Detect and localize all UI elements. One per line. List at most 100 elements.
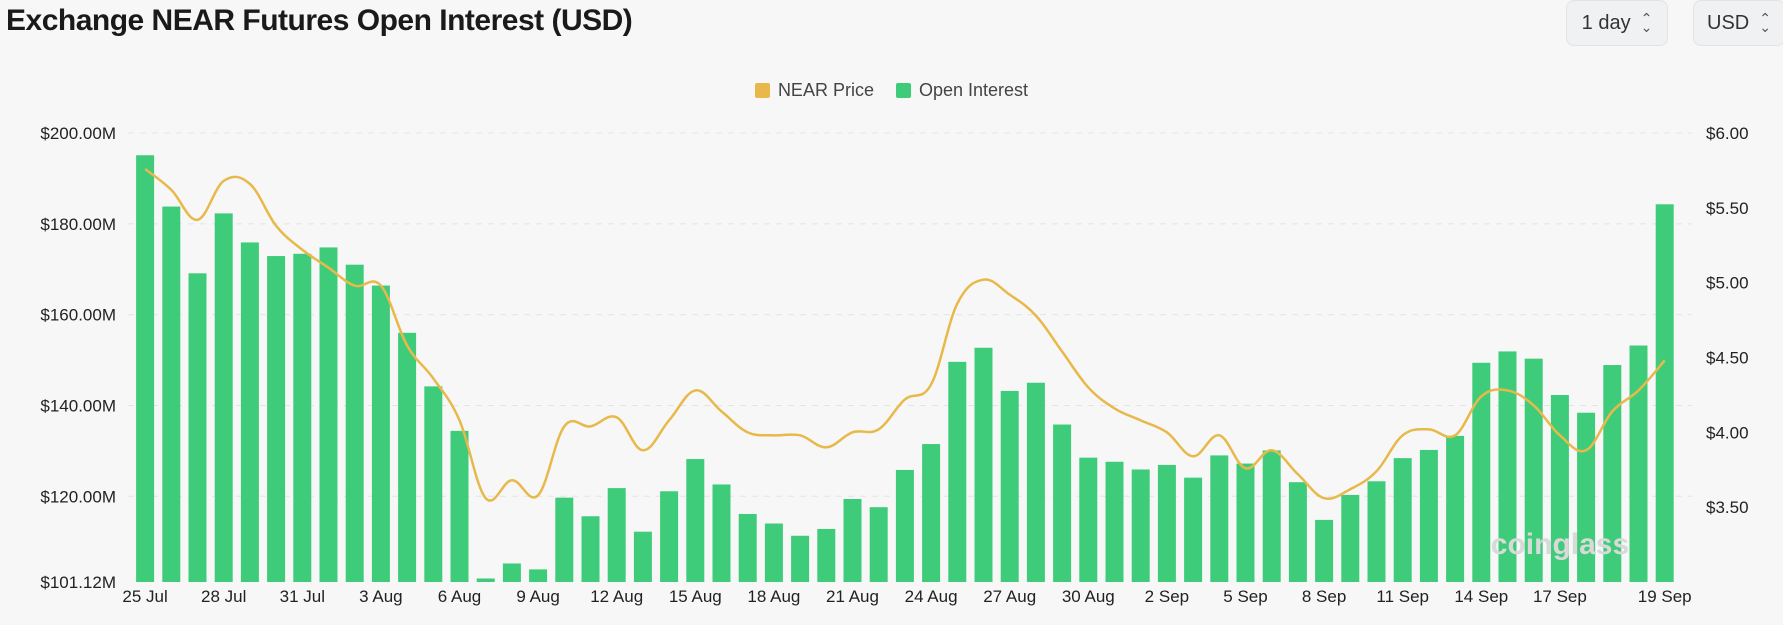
legend-swatch-open-interest	[895, 83, 911, 98]
x-tick-label: 31 Jul	[280, 587, 325, 606]
open-interest-bar	[345, 264, 364, 582]
watermark: coinglass	[1491, 528, 1629, 561]
legend-label-price: NEAR Price	[777, 80, 874, 100]
open-interest-bar	[398, 332, 417, 582]
open-interest-bar	[267, 256, 286, 582]
open-interest-bar	[293, 253, 312, 583]
x-tick-label: 3 Aug	[359, 587, 403, 606]
open-interest-bar	[1000, 390, 1019, 582]
open-interest-bar	[1655, 204, 1674, 583]
y-left-tick-label: $200.00M	[40, 124, 116, 143]
open-interest-bar	[555, 497, 574, 582]
x-tick-label: 28 Jul	[201, 587, 246, 606]
y-left-tick-label: $140.00M	[40, 396, 116, 415]
open-interest-bar	[371, 285, 390, 582]
x-tick-label: 11 Sep	[1376, 587, 1429, 606]
open-interest-bar	[895, 469, 914, 582]
open-interest-bar	[1629, 345, 1648, 582]
open-interest-bar	[764, 523, 783, 582]
open-interest-bar	[136, 155, 155, 583]
y-axis-left: $200.00M $180.00M $160.00M $140.00M $120.00M…	[40, 124, 116, 592]
y-axis-right: $6.00 $5.50 $5.00 $4.50 $4.00 $3.50	[1706, 124, 1749, 517]
open-interest-bar	[450, 430, 469, 582]
x-tick-label: 8 Sep	[1302, 587, 1346, 606]
open-interest-bar	[1446, 435, 1465, 582]
open-interest-bar	[1236, 463, 1255, 582]
x-tick-label: 6 Aug	[438, 587, 482, 606]
y-left-tick-label: $160.00M	[40, 306, 116, 325]
open-interest-bar	[1079, 457, 1098, 582]
x-tick-label: 15 Aug	[669, 587, 722, 606]
open-interest-bar	[1524, 358, 1543, 582]
open-interest-bar	[817, 528, 836, 582]
x-tick-label: 19 Sep	[1638, 587, 1692, 606]
open-interest-bar	[1157, 464, 1176, 582]
open-interest-bar	[529, 569, 548, 582]
x-tick-label: 9 Aug	[516, 587, 560, 606]
open-interest-bar	[502, 563, 521, 582]
open-interest-bar	[1105, 461, 1124, 582]
x-tick-label: 12 Aug	[590, 587, 643, 606]
open-interest-bar	[1577, 412, 1596, 582]
x-tick-label: 21 Aug	[826, 587, 879, 606]
open-interest-bar	[319, 247, 338, 582]
x-tick-label: 2 Sep	[1145, 587, 1189, 606]
x-tick-label: 17 Sep	[1533, 587, 1587, 606]
x-axis: 25 Jul 28 Jul 31 Jul 3 Aug 6 Aug 9 Aug 12 Aug 1…	[122, 587, 1691, 606]
open-interest-bar	[660, 491, 679, 582]
legend-item-price[interactable]: NEAR Price	[754, 80, 874, 101]
open-interest-bar	[1026, 382, 1045, 582]
open-interest-bar	[1367, 481, 1386, 582]
page-title: Exchange NEAR Futures Open Interest (USD…	[6, 4, 633, 37]
open-interest-bar	[922, 444, 941, 582]
open-interest-bar	[738, 513, 757, 582]
open-interest-bar	[1315, 519, 1334, 582]
y-left-tick-label: $101.12M	[40, 573, 116, 592]
open-interest-bar	[214, 213, 233, 583]
open-interest-bar	[1262, 450, 1281, 582]
x-tick-label: 25 Jul	[122, 587, 167, 606]
open-interest-bar	[240, 242, 259, 582]
open-interest-bar	[1472, 362, 1491, 582]
open-interest-bar	[476, 578, 495, 582]
open-interest-bar	[1288, 482, 1307, 582]
x-tick-label: 30 Aug	[1062, 587, 1115, 606]
open-interest-bar	[581, 516, 600, 582]
open-interest-bar	[712, 484, 731, 582]
y-right-tick-label: $4.00	[1706, 423, 1749, 442]
open-interest-bar	[1393, 458, 1412, 582]
y-left-tick-label: $120.00M	[40, 487, 116, 506]
open-interest-bar	[1210, 455, 1229, 582]
open-interest-bar	[188, 273, 207, 582]
open-interest-bars	[136, 155, 1674, 583]
open-interest-bar	[1498, 351, 1517, 582]
legend-label-open-interest: Open Interest	[918, 80, 1029, 100]
y-right-tick-label: $6.00	[1706, 124, 1749, 143]
currency-select[interactable]: USD ⌃ ⌄	[1693, 0, 1783, 46]
y-left-tick-label: $180.00M	[40, 215, 116, 234]
interval-select-value: 1 day	[1581, 11, 1631, 34]
legend-item-open-interest[interactable]: Open Interest	[895, 80, 1029, 101]
x-tick-label: 14 Sep	[1454, 587, 1508, 606]
legend-swatch-price	[754, 83, 770, 98]
open-interest-bar	[162, 206, 181, 582]
open-interest-bar	[869, 507, 888, 582]
open-interest-bar	[843, 498, 862, 582]
open-interest-bar	[1550, 395, 1569, 582]
open-interest-bar	[1131, 469, 1150, 582]
x-tick-label: 18 Aug	[747, 587, 800, 606]
open-interest-bar	[1419, 449, 1438, 582]
chart-legend: NEAR Price Open Interest	[0, 80, 1783, 101]
open-interest-bar	[686, 459, 705, 582]
open-interest-bar	[974, 347, 993, 582]
open-interest-bar	[424, 386, 443, 582]
interval-select[interactable]: 1 day ⌃ ⌄	[1566, 0, 1668, 46]
price-line-path	[144, 167, 1666, 502]
open-interest-bar	[633, 531, 652, 582]
open-interest-bar	[1341, 494, 1360, 582]
open-interest-bar	[1053, 424, 1072, 582]
x-tick-label: 5 Sep	[1223, 587, 1267, 606]
currency-select-value: USD	[1707, 11, 1750, 34]
y-right-tick-label: $5.50	[1706, 199, 1749, 218]
